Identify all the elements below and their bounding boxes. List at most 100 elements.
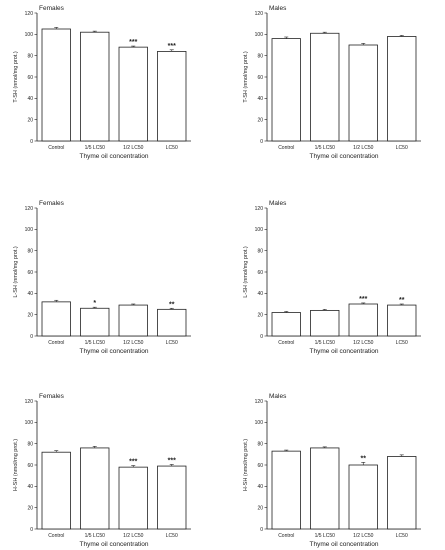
bar-lc50 bbox=[157, 308, 187, 337]
y-tick-label: 40 bbox=[27, 291, 33, 297]
bar-lc50 bbox=[157, 51, 187, 142]
chart-panel-4: 0 20 40 60 80 100 120 L-SH (nmol/mg prot.) Males… bbox=[243, 200, 421, 355]
x-tick-label: 1/2 LC50 bbox=[123, 340, 144, 346]
x-tick-label: LC50 bbox=[166, 340, 178, 346]
bar-lc50 bbox=[387, 304, 417, 337]
x-tick-label: 1/2 LC50 bbox=[353, 340, 374, 346]
bar-1-2-lc50 bbox=[118, 46, 148, 142]
significance-marker: *** bbox=[129, 39, 137, 46]
significance-marker: *** bbox=[359, 296, 367, 303]
y-tick-label: 20 bbox=[27, 117, 33, 123]
bar-1-5-lc50 bbox=[310, 309, 340, 337]
x-tick-label: 1/5 LC50 bbox=[85, 340, 106, 346]
x-tick-label: Control bbox=[48, 145, 64, 151]
x-tick-label: 1/5 LC50 bbox=[315, 145, 336, 151]
x-axis-label: Thyme oil concentration bbox=[79, 348, 148, 355]
panel-title: Females bbox=[39, 393, 65, 400]
bar-1-5-lc50 bbox=[80, 31, 110, 142]
bar-1-5-lc50 bbox=[310, 447, 340, 530]
y-tick-label: 60 bbox=[27, 463, 33, 469]
y-axis-label: L-SH (nmol/mg prot.) bbox=[243, 246, 249, 298]
y-tick-label: 100 bbox=[25, 32, 34, 38]
y-tick-label: 20 bbox=[257, 117, 263, 123]
y-tick-label: 0 bbox=[30, 527, 33, 533]
y-tick-label: 60 bbox=[257, 463, 263, 469]
y-tick-label: 60 bbox=[27, 75, 33, 81]
y-tick-label: 80 bbox=[257, 53, 263, 59]
x-axis-label: Thyme oil concentration bbox=[79, 153, 148, 160]
y-tick-label: 120 bbox=[25, 11, 34, 17]
significance-marker: *** bbox=[129, 459, 137, 466]
significance-marker: * bbox=[93, 300, 96, 307]
bar-lc50 bbox=[157, 465, 187, 530]
y-tick-label: 100 bbox=[255, 420, 264, 426]
bar-1-5-lc50 bbox=[80, 447, 110, 530]
bar-1-2-lc50 bbox=[118, 466, 148, 530]
bar-control bbox=[41, 301, 71, 337]
x-tick-label: LC50 bbox=[396, 145, 408, 151]
y-tick-label: 120 bbox=[25, 399, 34, 405]
x-tick-label: LC50 bbox=[396, 533, 408, 539]
y-tick-label: 120 bbox=[25, 206, 34, 212]
x-tick-label: LC50 bbox=[166, 533, 178, 539]
x-tick-label: 1/5 LC50 bbox=[315, 340, 336, 346]
y-tick-label: 80 bbox=[257, 441, 263, 447]
y-tick-label: 100 bbox=[255, 227, 264, 233]
bar-1-5-lc50 bbox=[80, 307, 110, 337]
significance-marker: ** bbox=[399, 297, 405, 304]
y-tick-label: 60 bbox=[257, 75, 263, 81]
y-tick-label: 80 bbox=[27, 248, 33, 254]
y-tick-label: 120 bbox=[255, 399, 264, 405]
bar-control bbox=[271, 450, 301, 530]
x-tick-label: LC50 bbox=[166, 145, 178, 151]
x-tick-label: Control bbox=[48, 340, 64, 346]
y-tick-label: 20 bbox=[27, 312, 33, 318]
chart-panel-6: 0 20 40 60 80 100 120 H-SH (nmol/mg prot.) Males… bbox=[243, 393, 421, 548]
x-tick-label: 1/5 LC50 bbox=[85, 533, 106, 539]
bar-1-2-lc50 bbox=[118, 304, 148, 337]
significance-marker: ** bbox=[169, 301, 175, 308]
y-tick-label: 80 bbox=[27, 53, 33, 59]
x-tick-label: 1/5 LC50 bbox=[315, 533, 336, 539]
y-tick-label: 0 bbox=[30, 139, 33, 145]
y-tick-label: 40 bbox=[27, 96, 33, 102]
y-tick-label: 0 bbox=[260, 527, 263, 533]
bar-control bbox=[271, 38, 301, 142]
y-tick-label: 20 bbox=[257, 505, 263, 511]
chart-panel-3: 0 20 40 60 80 100 120 L-SH (nmol/mg prot.) Femal… bbox=[13, 200, 191, 355]
y-tick-label: 20 bbox=[257, 312, 263, 318]
y-axis-label: L-SH (nmol/mg prot.) bbox=[13, 246, 19, 298]
y-tick-label: 60 bbox=[257, 270, 263, 276]
x-tick-label: Control bbox=[278, 340, 294, 346]
panel-title: Males bbox=[269, 393, 287, 400]
significance-marker: ** bbox=[361, 455, 367, 462]
y-tick-label: 60 bbox=[27, 270, 33, 276]
x-tick-label: 1/2 LC50 bbox=[353, 145, 374, 151]
x-tick-label: 1/2 LC50 bbox=[123, 533, 144, 539]
y-tick-label: 100 bbox=[25, 227, 34, 233]
y-tick-label: 0 bbox=[260, 334, 263, 340]
bar-1-2-lc50 bbox=[348, 303, 378, 337]
x-tick-label: Control bbox=[48, 533, 64, 539]
y-tick-label: 0 bbox=[30, 334, 33, 340]
y-tick-label: 100 bbox=[255, 32, 264, 38]
y-tick-label: 0 bbox=[260, 139, 263, 145]
panel-title: Females bbox=[39, 200, 65, 207]
x-tick-label: Control bbox=[278, 145, 294, 151]
x-axis-label: Thyme oil concentration bbox=[309, 348, 378, 355]
bar-1-5-lc50 bbox=[310, 32, 340, 142]
y-axis-label: T-SH (nmol/mg prot.) bbox=[13, 51, 19, 103]
x-tick-label: 1/2 LC50 bbox=[123, 145, 144, 151]
x-tick-label: Control bbox=[278, 533, 294, 539]
x-tick-label: LC50 bbox=[396, 340, 408, 346]
chart-panel-5: 0 20 40 60 80 100 120 H-SH (nmol/mg prot.) Femal… bbox=[13, 393, 191, 548]
bar-lc50 bbox=[387, 36, 417, 142]
y-tick-label: 120 bbox=[255, 11, 264, 17]
bar-1-2-lc50 bbox=[348, 44, 378, 142]
significance-marker: *** bbox=[168, 43, 176, 50]
y-tick-label: 80 bbox=[27, 441, 33, 447]
x-axis-label: Thyme oil concentration bbox=[309, 153, 378, 160]
y-tick-label: 120 bbox=[255, 206, 264, 212]
y-tick-label: 80 bbox=[257, 248, 263, 254]
